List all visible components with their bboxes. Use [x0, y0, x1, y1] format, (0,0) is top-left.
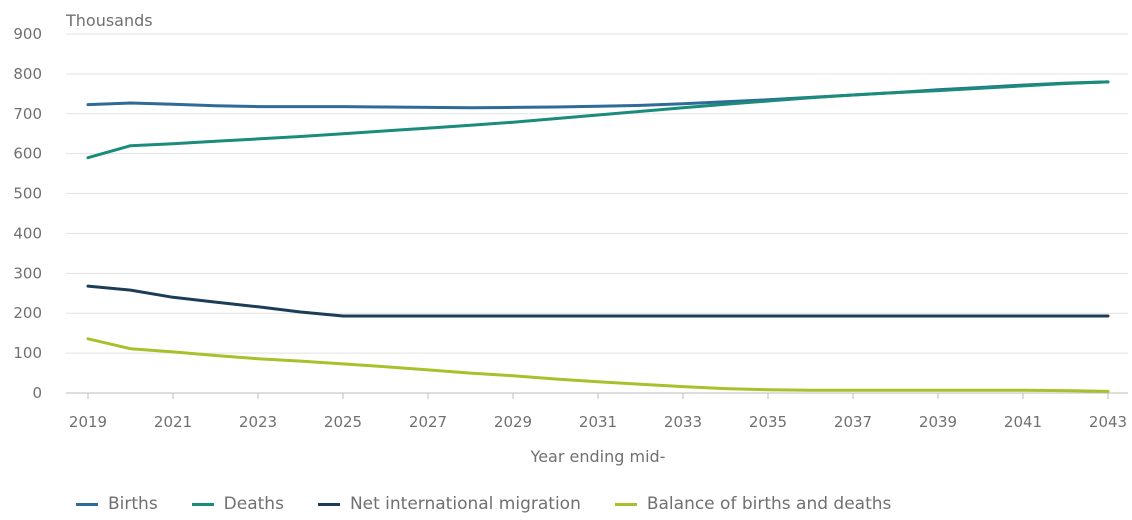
legend-label: Births — [108, 494, 158, 514]
series-line-deaths — [86, 80, 1110, 160]
x-tick-label: 2035 — [749, 413, 787, 431]
x-tick-label: 2033 — [664, 413, 702, 431]
series-lines — [86, 80, 1110, 393]
y-tick-label: 500 — [13, 185, 42, 203]
y-unit-label: Thousands — [65, 11, 153, 30]
legend-label: Net international migration — [349, 494, 581, 514]
x-tick-label: 2043 — [1089, 413, 1127, 431]
x-tick-label: 2041 — [1004, 413, 1042, 431]
x-tick-label: 2021 — [154, 413, 192, 431]
legend-label: Deaths — [223, 494, 284, 514]
x-tick-label: 2029 — [494, 413, 532, 431]
series-line-net-international-migration — [86, 284, 1110, 318]
series-line-balance-of-births-and-deaths — [86, 337, 1110, 393]
y-tick-label: 400 — [13, 224, 42, 242]
series-line-births — [86, 80, 1110, 110]
x-tick-label: 2025 — [324, 413, 362, 431]
x-axis: 2019 2021 2023 2025 2027 2029 2031 2033 2035 2037… — [69, 393, 1127, 431]
y-tick-label: 300 — [13, 264, 42, 282]
legend-item-net-international-migration[interactable]: Net international migration — [317, 494, 581, 514]
legend-item-balance-of-births-and-deaths[interactable]: Balance of births and deaths — [614, 494, 892, 514]
y-tick-label: 800 — [13, 65, 42, 83]
legend-item-births[interactable]: Births — [76, 494, 158, 514]
x-tick-label: 2039 — [919, 413, 957, 431]
x-tick-label: 2037 — [834, 413, 872, 431]
x-tick-label: 2023 — [239, 413, 277, 431]
legend-swatch — [614, 502, 637, 506]
y-tick-label: 200 — [13, 304, 42, 322]
y-tick-label: 700 — [13, 105, 42, 123]
y-tick-label: 600 — [13, 145, 42, 163]
x-tick-label: 2027 — [409, 413, 447, 431]
legend-swatch — [76, 502, 98, 506]
line-chart: 0 100 200 300 400 500 600 700 800 900 2019 2021 202… — [13, 11, 1128, 466]
x-tick-label: 2031 — [579, 413, 617, 431]
y-tick-label: 0 — [32, 384, 42, 402]
y-axis: 0 100 200 300 400 500 600 700 800 900 — [13, 25, 42, 402]
x-tick-label: 2019 — [69, 413, 107, 431]
legend-label: Balance of births and deaths — [646, 494, 892, 514]
legend-item-deaths[interactable]: Deaths — [191, 494, 284, 514]
legend-swatch — [191, 502, 214, 506]
chart-legend: Births Deaths Net international migration B… — [76, 494, 925, 514]
x-axis-title: Year ending mid- — [530, 447, 666, 466]
legend-swatch — [317, 502, 340, 506]
grid-lines — [66, 33, 1128, 394]
y-tick-label: 100 — [13, 344, 42, 362]
y-tick-label: 900 — [13, 25, 42, 43]
